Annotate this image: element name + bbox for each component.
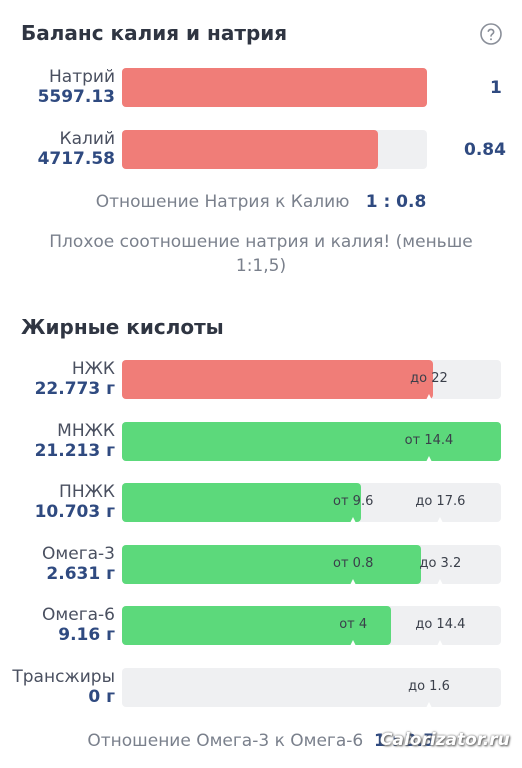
fatty-bar-fill — [122, 544, 422, 584]
sodium-row: Натрий 5597.13 1 — [0, 67, 522, 109]
potassium-row: Калий 4717.58 0.84 — [0, 129, 522, 171]
marker-tick-icon — [350, 640, 357, 646]
fatty-value: 22.773 г — [34, 379, 115, 399]
fatty-row-omega3: Омега-3 2.631 г от 0.8 до 3.2 — [0, 544, 522, 586]
sodium-bar — [122, 68, 427, 107]
potassium-label: Калий — [59, 129, 115, 149]
marker-tick-icon — [425, 701, 432, 708]
marker-label: от 0.8 — [333, 555, 374, 571]
fatty-label: Омега-3 — [42, 543, 115, 564]
ratio-label: Отношение Натрия к Калию — [95, 192, 350, 212]
fatty-label: ПНЖК — [59, 482, 115, 502]
fatty-acids-title: Жирные кислоты — [21, 315, 224, 339]
fatty-bar-fill — [122, 483, 361, 522]
marker-label: от 9.6 — [333, 494, 374, 509]
fatty-row-omega6: Омега-6 9.16 г от 4 до 14.4 — [0, 605, 522, 647]
potassium-bar — [122, 130, 427, 169]
marker-tick-icon — [350, 578, 357, 585]
marker-label: до 14.4 — [415, 617, 466, 632]
fatty-row-mufa: МНЖК 21.213 г от 14.4 — [0, 421, 522, 463]
fatty-bar: до 22 — [122, 360, 501, 400]
fatty-bar-fill — [122, 606, 392, 645]
marker-tick-icon — [425, 394, 432, 400]
potassium-value: 4717.58 — [37, 149, 115, 169]
sodium-ratio: 1 — [490, 78, 502, 98]
sodium-potassium-ratio: Отношение Натрия к Калию 1 : 0.8 — [0, 192, 522, 212]
fatty-bar-fill — [122, 360, 433, 399]
marker-tick-icon — [437, 640, 444, 646]
marker-tick-icon — [425, 455, 432, 462]
sodium-value: 5597.13 — [37, 87, 115, 107]
fatty-value: 21.213 г — [34, 440, 115, 461]
fatty-label: Омега-6 — [42, 605, 115, 625]
marker-label: до 1.6 — [408, 678, 450, 694]
fatty-bar: от 14.4 — [122, 421, 501, 462]
fatty-value: 10.703 г — [34, 502, 115, 522]
marker-tick-icon — [350, 517, 357, 523]
fatty-label: НЖК — [71, 359, 115, 379]
balance-title: Баланс калия и натрия — [21, 21, 288, 45]
fatty-bar-fill — [122, 421, 501, 461]
omega-ratio-label: Отношение Омега-3 к Омега-6 — [87, 731, 364, 751]
marker-label: до 17.6 — [415, 494, 466, 509]
fatty-bar: от 9.6 до 17.6 — [122, 483, 501, 523]
watermark: Calorizator.ru — [380, 730, 510, 750]
marker-tick-icon — [437, 578, 444, 585]
fatty-bar: от 4 до 14.4 — [122, 606, 501, 646]
potassium-ratio: 0.84 — [464, 140, 506, 160]
fatty-row-trans: Трансжиры 0 г до 1.6 — [0, 667, 522, 709]
marker-label: до 3.2 — [419, 555, 462, 571]
marker-label: от 14.4 — [404, 432, 454, 448]
ratio-value: 1 : 0.8 — [365, 192, 427, 212]
sodium-bar-fill — [122, 68, 427, 107]
fatty-value: 9.16 г — [58, 625, 115, 645]
omega-ratio-value: 1 : 3.5 — [374, 731, 435, 751]
question-circle-icon[interactable] — [479, 22, 503, 46]
fatty-bar: до 1.6 — [122, 667, 501, 708]
ratio-warning: Плохое соотношение натрия и калия! (мень… — [49, 232, 473, 276]
fatty-value: 0 г — [88, 686, 115, 707]
marker-tick-icon — [437, 517, 444, 523]
fatty-row-sfa: НЖК 22.773 г до 22 — [0, 359, 522, 401]
marker-label: от 4 — [339, 617, 368, 632]
fatty-bar: от 0.8 до 3.2 — [122, 544, 501, 585]
potassium-bar-fill — [122, 130, 379, 169]
fatty-row-pufa: ПНЖК 10.703 г от 9.6 до 17.6 — [0, 482, 522, 524]
omega-ratio: Отношение Омега-3 к Омега-6 1 : 3.5 — [0, 731, 522, 751]
fatty-value: 2.631 г — [46, 563, 115, 584]
sodium-label: Натрий — [49, 67, 115, 87]
marker-label: до 22 — [410, 371, 448, 386]
fatty-label: МНЖК — [57, 420, 115, 441]
fatty-label: Трансжиры — [12, 666, 115, 687]
